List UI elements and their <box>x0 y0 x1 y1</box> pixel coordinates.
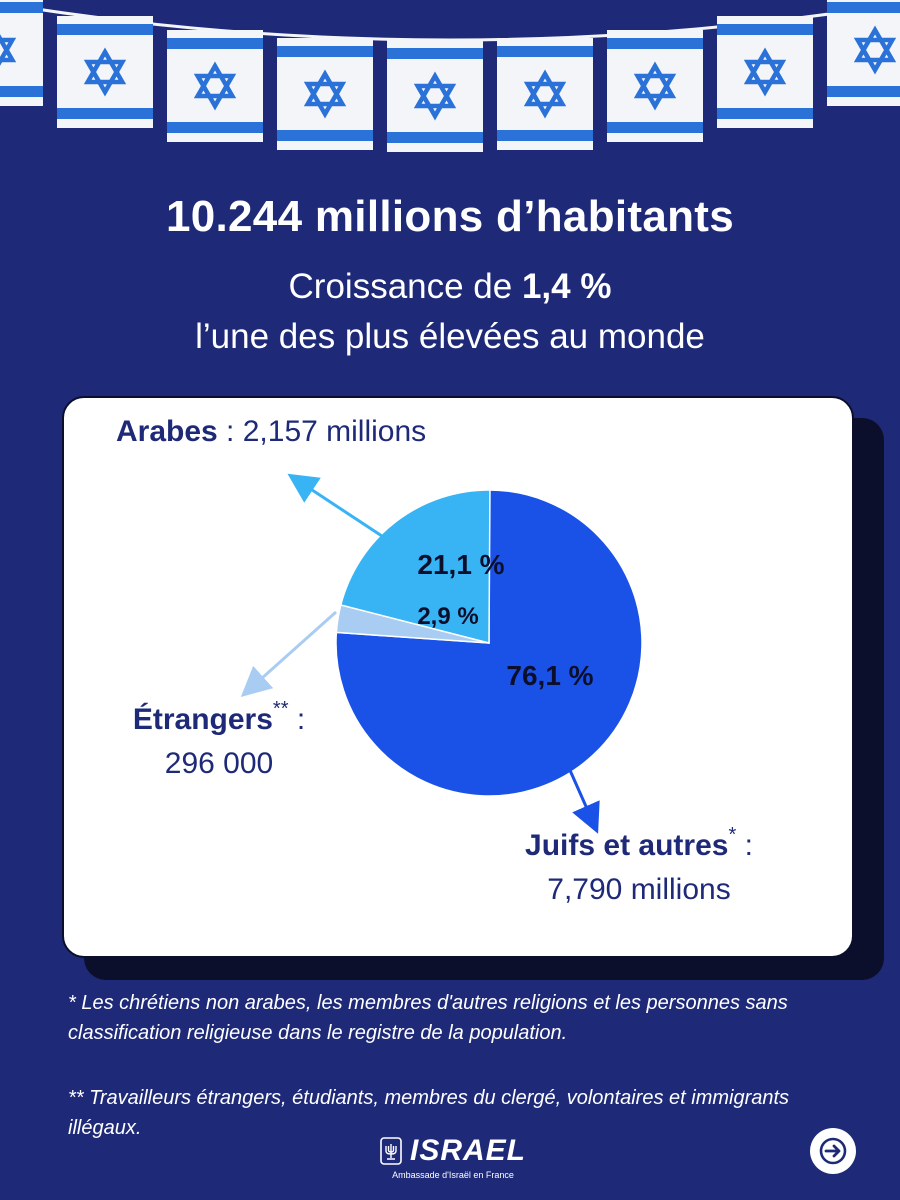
bunting-flag <box>717 16 813 128</box>
arrow-etrangers <box>240 610 337 697</box>
label-arabes-value: 2,157 millions <box>242 415 427 448</box>
flag-bunting <box>0 0 900 152</box>
logo-wordmark: ISRAEL <box>409 1134 526 1167</box>
label-etrangers: Étrangers** : 296 000 <box>132 698 306 780</box>
bunting-flag <box>387 40 483 152</box>
footnote-juifs: * Les chrétiens non arabes, les membres … <box>68 992 788 1044</box>
slice-arabes <box>339 489 491 644</box>
menorah-emblem-icon <box>380 1137 402 1165</box>
arrow-arabes <box>287 473 398 548</box>
embassy-logo: ISRAEL Ambassade d'Israël en France <box>378 1134 528 1190</box>
bunting-flag <box>57 16 153 128</box>
label-etrangers-value: 296 000 <box>164 747 274 780</box>
slice-juifs <box>335 489 643 797</box>
headline: 10.244 millions d’habitants <box>165 192 735 241</box>
slice-arabes-pct-label: 21,1 % <box>417 549 504 580</box>
arrow-right-icon <box>819 1137 847 1165</box>
label-etrangers-name: Étrangers <box>132 703 273 736</box>
slice-juifs-pct-label: 76,1 % <box>506 660 593 691</box>
logo-caption: Ambassade d'Israël en France <box>392 1170 514 1180</box>
growth-prefix: Croissance de <box>288 267 522 306</box>
label-arabes: Arabes : 2,157 millions <box>116 415 427 448</box>
growth-value: 1,4 % <box>521 267 612 306</box>
bunting-flag <box>0 0 43 106</box>
bunting-flag <box>167 30 263 142</box>
label-juifs-value: 7,790 millions <box>547 873 731 906</box>
growth-note: l’une des plus élevées au monde <box>195 317 705 356</box>
label-arabes-name: Arabes <box>116 415 218 448</box>
slice-etrangers-pct-label: 2,9 % <box>417 603 478 630</box>
label-juifs-name: Juifs et autres <box>525 829 729 862</box>
bunting-flag <box>827 0 900 106</box>
bunting-flag <box>607 30 703 142</box>
pie-chart: 76,1 % 2,9 % 21,1 % <box>240 473 643 834</box>
label-juifs: Juifs et autres* : 7,790 millions <box>525 824 753 906</box>
chart-card: 76,1 % 2,9 % 21,1 % Arabes : 2,157 million… <box>62 396 854 958</box>
subtitle: Croissance de 1,4 % l’une des plus élevé… <box>0 262 900 362</box>
footnote-etrangers: ** Travailleurs étrangers, étudiants, me… <box>68 1087 790 1139</box>
bunting-flag <box>497 38 593 150</box>
next-button[interactable] <box>810 1128 856 1174</box>
bunting-flag <box>277 38 373 150</box>
arrow-juifs <box>567 767 600 834</box>
